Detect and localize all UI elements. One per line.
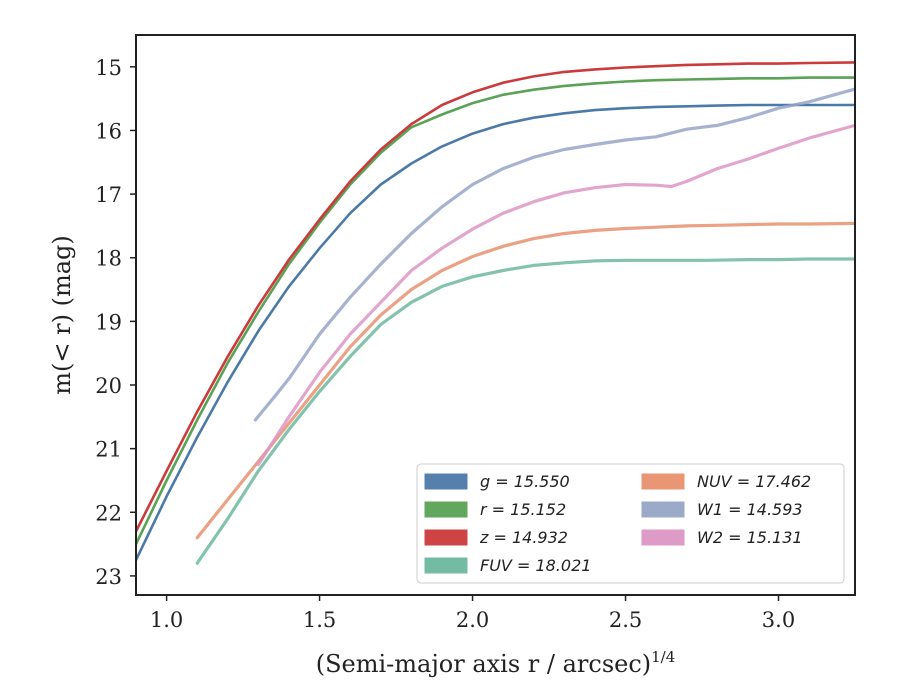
series-line-4 [195,221,855,540]
y-tick-label: 22 [95,501,122,525]
y-tick-label: 18 [95,247,122,271]
x-tick-label: 1.0 [150,608,183,632]
x-axis-label: (Semi-major axis r / arcsec)1/4 [316,648,676,678]
legend-label-3: FUV = 18.021 [480,556,591,575]
series-layer [136,61,855,565]
legend-swatch-2 [424,529,468,546]
y-tick-label: 16 [95,119,122,143]
legend-label-4: NUV = 17.462 [697,472,811,491]
legend-label-1: r = 15.152 [480,500,566,519]
series-line-0 [136,103,855,562]
x-tick-label: 2.0 [456,608,489,632]
legend-label-6: W2 = 15.131 [697,528,803,547]
y-tick-label: 15 [95,56,122,80]
series-line-1 [136,76,855,546]
legend-label-2: z = 14.932 [479,528,568,547]
legend-box [416,463,845,584]
plot-frame [135,34,856,596]
legend: g = 15.550 r = 15.152 z = 14.932 FUV = 18.0… [416,463,845,584]
legend-swatch-5 [641,501,685,518]
x-tick-label: 2.5 [609,608,642,632]
y-tick-label: 21 [95,438,122,462]
legend-label-0: g = 15.550 [480,472,570,491]
x-axis-label-power: 1/4 [651,648,675,666]
x-tick-label: 1.5 [303,608,336,632]
y-axis-label: m(< r) (mag) [48,235,76,394]
series-line-6 [256,123,855,467]
y-tick-label: 17 [95,183,122,207]
legend-swatch-6 [641,529,685,546]
legend-swatch-3 [424,557,468,574]
legend-swatch-0 [424,473,468,490]
series-line-3 [195,257,855,565]
ticks-layer: 1.0 1.5 2.0 2.5 3.0 15 16 17 18 19 20 21 22 23 [95,56,795,632]
y-tick-label: 20 [95,374,122,398]
series-line-5 [253,87,855,422]
legend-swatch-1 [424,501,468,518]
y-tick-label: 23 [95,565,122,589]
series-line-2 [136,61,855,533]
y-tick-label: 19 [95,310,122,334]
x-axis-label-text: (Semi-major axis r / arcsec) [316,650,651,678]
x-tick-label: 3.0 [762,608,795,632]
legend-swatch-4 [641,473,685,490]
legend-label-5: W1 = 14.593 [697,500,803,519]
